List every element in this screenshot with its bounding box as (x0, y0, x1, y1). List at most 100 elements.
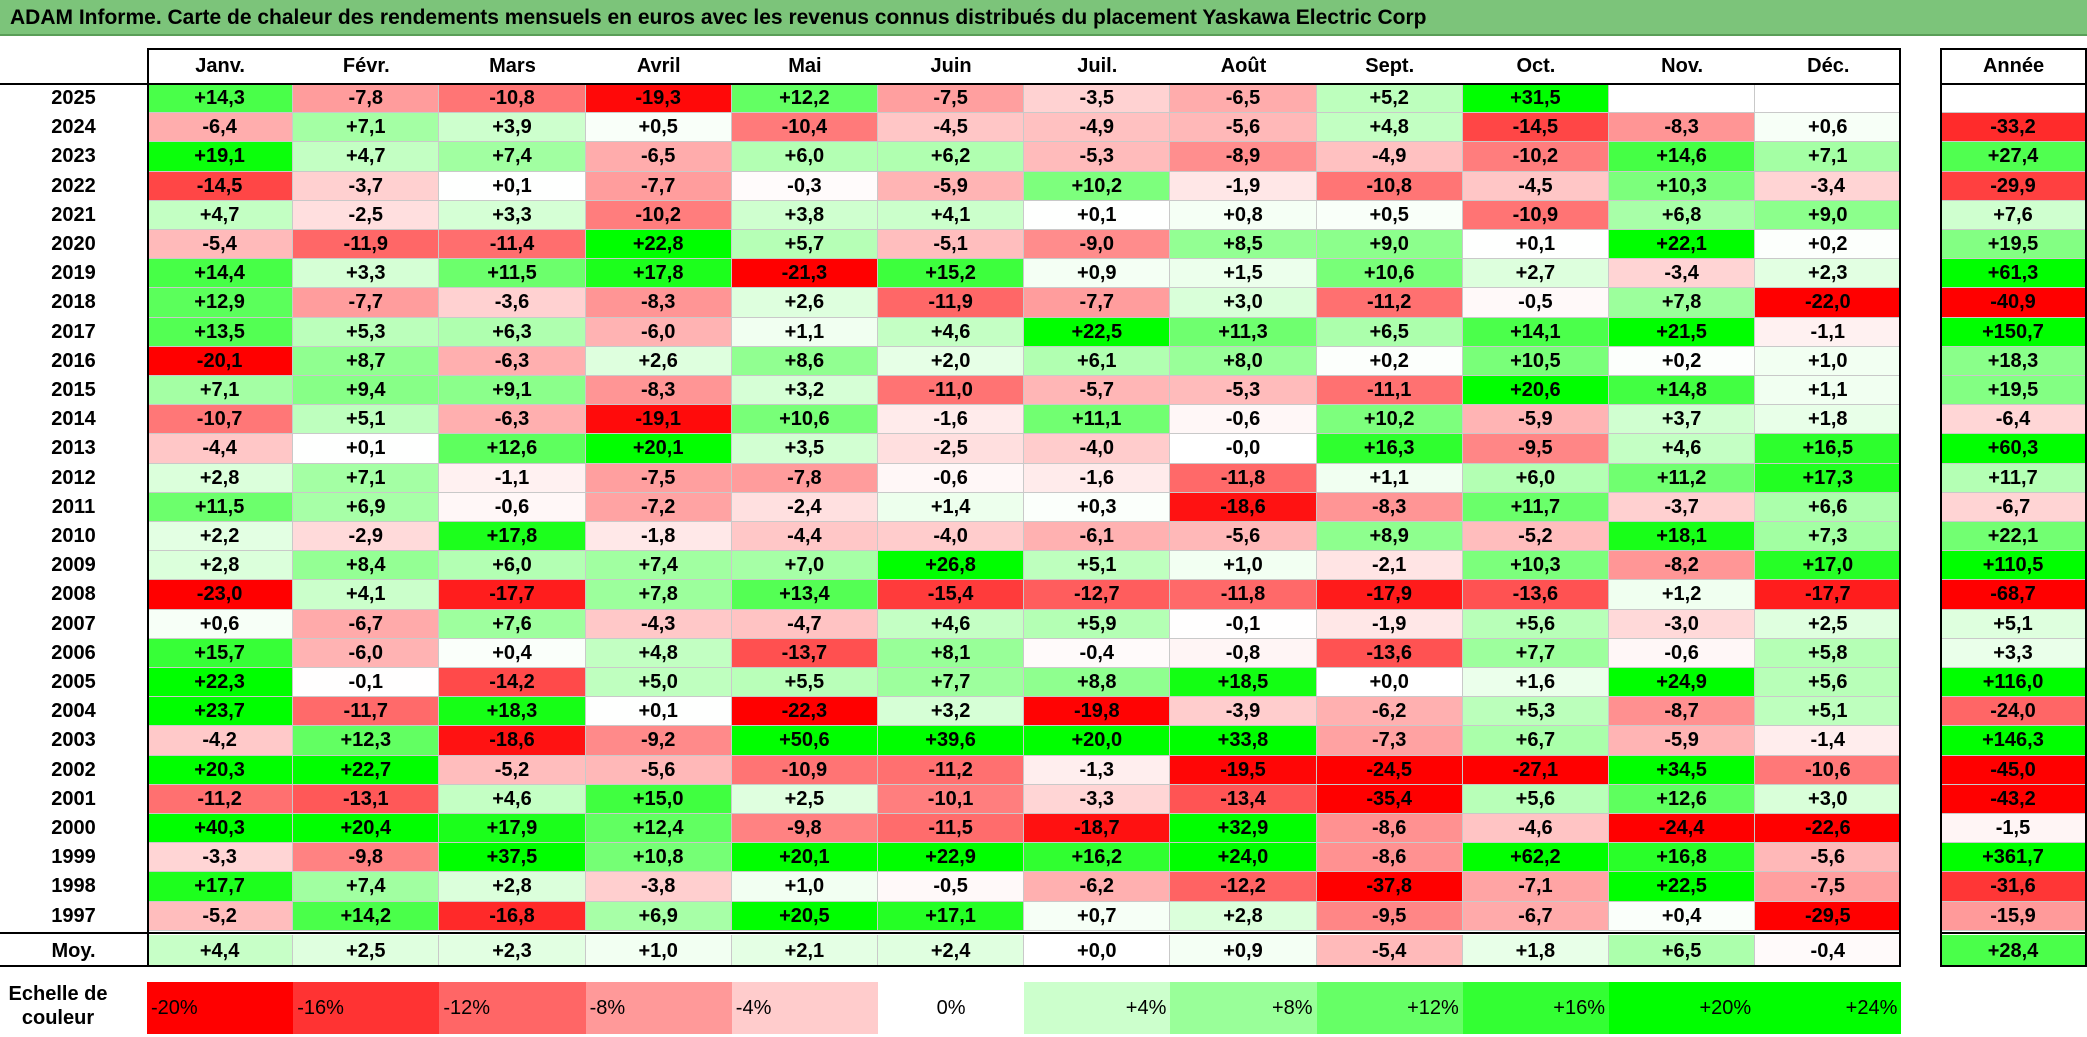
heatmap-cell: +4,8 (1316, 113, 1463, 143)
heatmap-cell: +5,2 (1316, 84, 1463, 114)
heatmap-cell: -11,0 (878, 376, 1025, 406)
heatmap-cell: -6,0 (585, 317, 732, 347)
heatmap-cell: -3,3 (1024, 784, 1171, 814)
heatmap-cell: +16,3 (1316, 434, 1463, 464)
heatmap-cell: -3,8 (585, 872, 732, 902)
heatmap-cell: +12,6 (1609, 784, 1756, 814)
heatmap-cell: -11,8 (1170, 463, 1317, 493)
annual-cell: -45,0 (1940, 755, 2087, 785)
heatmap-cell: -19,1 (585, 405, 732, 435)
heatmap-cell: +1,0 (1170, 551, 1317, 581)
color-scale-swatch: +24% (1755, 982, 1902, 1034)
heatmap-cell: +4,6 (878, 317, 1025, 347)
heatmap-cell: -0,5 (1462, 288, 1609, 318)
year-label: 2003 (51, 729, 96, 752)
title-bar: ADAM Informe. Carte de chaleur des rende… (0, 0, 2087, 36)
heatmap-cell: -1,6 (1024, 463, 1171, 493)
heatmap-cell: -2,5 (878, 434, 1025, 464)
annual-cell: +361,7 (1940, 843, 2087, 873)
annual-cell: -29,9 (1940, 171, 2087, 201)
heatmap-cell: +2,8 (439, 872, 586, 902)
heatmap-cell: -27,1 (1462, 755, 1609, 785)
heatmap-cell: +2,5 (1755, 609, 1902, 639)
heatmap-cell: +2,2 (147, 522, 294, 552)
heatmap-cell: +8,8 (1024, 668, 1171, 698)
heatmap-cell: +0,2 (1755, 230, 1902, 260)
heatmap-cell: -9,5 (1462, 434, 1609, 464)
heatmap-cell: -17,7 (1755, 580, 1902, 610)
heatmap-cell: +4,6 (1609, 434, 1756, 464)
heatmap-cell: +10,5 (1462, 346, 1609, 376)
heatmap-cell: -10,2 (1462, 142, 1609, 172)
annual-cell: -6,7 (1940, 492, 2087, 522)
heatmap-cell: -10,6 (1755, 755, 1902, 785)
annual-cell (1940, 84, 2087, 114)
heatmap-cell: -7,5 (585, 463, 732, 493)
heatmap-cell: +3,9 (439, 113, 586, 143)
year-label: 2011 (51, 495, 96, 518)
heatmap-cell: +6,9 (293, 492, 440, 522)
average-cell: +0,0 (1024, 935, 1171, 967)
heatmap-cell: -6,4 (147, 113, 294, 143)
heatmap-cell: -35,4 (1316, 784, 1463, 814)
heatmap-cell: +0,8 (1170, 200, 1317, 230)
heatmap-cell: -3,5 (1024, 84, 1171, 114)
year-label: 2019 (51, 262, 96, 285)
heatmap-cell: +9,1 (439, 376, 586, 406)
month-header: Août (1220, 55, 1267, 77)
heatmap-cell: -22,0 (1755, 288, 1902, 318)
heatmap-cell: +3,0 (1170, 288, 1317, 318)
month-header: Nov. (1661, 55, 1704, 77)
heatmap-cell: -5,7 (1024, 376, 1171, 406)
heatmap-cell: -0,6 (1609, 638, 1756, 668)
heatmap-cell: +5,3 (293, 317, 440, 347)
color-scale-swatch: +20% (1609, 982, 1756, 1034)
heatmap-cell: +3,2 (731, 376, 878, 406)
year-label: 2015 (51, 379, 96, 401)
year-label: 2001 (51, 787, 96, 810)
heatmap-cell: +2,5 (731, 784, 878, 814)
heatmap-cell: -11,5 (878, 814, 1025, 844)
year-label: 2025 (51, 87, 96, 109)
heatmap-cell: +4,1 (878, 200, 1025, 230)
heatmap-cell: -8,3 (1316, 492, 1463, 522)
heatmap-cell: +20,3 (147, 755, 294, 785)
heatmap-cell: -16,8 (439, 901, 586, 931)
heatmap-cell: +10,2 (1316, 405, 1463, 435)
heatmap-cell: -18,6 (439, 726, 586, 756)
heatmap-cell: -5,4 (147, 230, 294, 260)
annual-cell: +61,3 (1940, 259, 2087, 289)
annual-cell: +110,5 (1940, 551, 2087, 581)
heatmap-cell: -9,5 (1316, 901, 1463, 931)
heatmap-cell: +1,1 (1755, 376, 1902, 406)
annual-cell: +60,3 (1940, 434, 2087, 464)
annual-cell: +19,5 (1940, 230, 2087, 260)
heatmap-cell: -0,5 (878, 872, 1025, 902)
heatmap-cell: +14,8 (1609, 376, 1756, 406)
heatmap-cell: -23,0 (147, 580, 294, 610)
heatmap-cell: +11,7 (1462, 492, 1609, 522)
heatmap-cell: -6,7 (293, 609, 440, 639)
heatmap-cell: +7,1 (1755, 142, 1902, 172)
heatmap-cell: +14,6 (1609, 142, 1756, 172)
heatmap-cell: -14,2 (439, 668, 586, 698)
heatmap-cell: +4,1 (293, 580, 440, 610)
heatmap-cell: +17,8 (585, 259, 732, 289)
heatmap-cell: -5,2 (147, 901, 294, 931)
heatmap-cell: -9,8 (731, 814, 878, 844)
heatmap-cell: +11,3 (1170, 317, 1317, 347)
year-label: 2014 (51, 408, 96, 431)
heatmap-cell: -0,6 (439, 492, 586, 522)
color-scale-swatch: 0% (878, 982, 1025, 1034)
heatmap-cell: -13,4 (1170, 784, 1317, 814)
heatmap-cell: -6,3 (439, 405, 586, 435)
heatmap-cell: -7,5 (878, 84, 1025, 114)
heatmap-cell: -37,8 (1316, 872, 1463, 902)
heatmap-cell: +7,8 (585, 580, 732, 610)
heatmap-cell: +14,1 (1462, 317, 1609, 347)
heatmap-cell: -7,3 (1316, 726, 1463, 756)
heatmap-cell: +11,1 (1024, 405, 1171, 435)
heatmap-cell: -7,7 (293, 288, 440, 318)
heatmap-cell: +15,2 (878, 259, 1025, 289)
heatmap-cell: -11,8 (1170, 580, 1317, 610)
